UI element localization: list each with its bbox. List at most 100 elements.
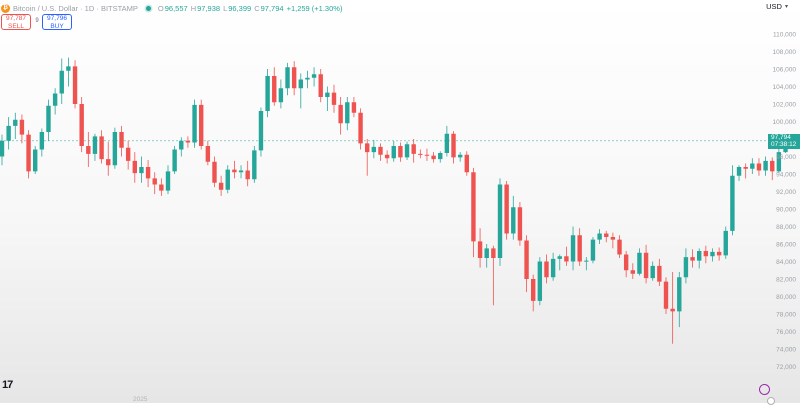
candle-body bbox=[550, 258, 556, 278]
candle bbox=[125, 140, 131, 170]
candle-body bbox=[13, 119, 18, 126]
candle bbox=[630, 263, 635, 279]
candle-body bbox=[159, 184, 164, 191]
candle-body bbox=[66, 66, 71, 71]
symbol-title[interactable]: Bitcoin / U.S. Dollar · 1D · BITSTAMP bbox=[13, 3, 138, 13]
candle-body bbox=[46, 105, 51, 132]
candle bbox=[291, 61, 297, 96]
buy-label: BUY bbox=[50, 22, 64, 30]
candle-body bbox=[365, 143, 370, 153]
candle-body bbox=[119, 132, 124, 148]
chevron-down-icon: ▾ bbox=[784, 4, 788, 10]
symbol-legend[interactable]: ₿ Bitcoin / U.S. Dollar · 1D · BITSTAMP … bbox=[0, 1, 345, 15]
candle bbox=[736, 165, 742, 181]
y-tick-label: 74,000 bbox=[776, 347, 796, 354]
candle bbox=[703, 245, 709, 264]
candle-body bbox=[185, 140, 191, 143]
candle bbox=[298, 73, 303, 109]
candle-body bbox=[139, 167, 144, 174]
buy-button[interactable]: 97,796 BUY bbox=[42, 14, 72, 30]
candle bbox=[179, 137, 184, 157]
candle-body bbox=[524, 240, 529, 279]
candle-body bbox=[770, 160, 775, 172]
scroll-to-realtime-button[interactable] bbox=[767, 397, 775, 405]
candle-body bbox=[544, 261, 549, 278]
candle bbox=[365, 139, 370, 176]
candle bbox=[411, 139, 416, 163]
candle-body bbox=[511, 207, 516, 234]
candle bbox=[384, 150, 390, 164]
candle-body bbox=[325, 92, 330, 97]
candle bbox=[145, 160, 151, 188]
y-tick-label: 104,000 bbox=[773, 84, 797, 91]
candle bbox=[643, 244, 649, 284]
candle bbox=[484, 244, 489, 268]
candle bbox=[604, 230, 609, 243]
candle-body bbox=[584, 260, 589, 262]
tradingview-logo-icon[interactable]: 17 bbox=[2, 379, 13, 391]
candle bbox=[663, 277, 669, 314]
time-axis[interactable]: 2025 bbox=[133, 396, 148, 403]
candle-body bbox=[351, 102, 357, 113]
close-value: 97,794 bbox=[260, 3, 284, 13]
y-tick-label: 72,000 bbox=[776, 364, 796, 371]
candle bbox=[637, 248, 642, 276]
candle bbox=[424, 148, 430, 161]
close-key: C bbox=[254, 3, 260, 13]
candle-body bbox=[145, 167, 151, 179]
candle bbox=[444, 125, 450, 157]
sell-price: 97,787 bbox=[6, 15, 26, 22]
candle bbox=[730, 165, 735, 236]
buy-price: 97,796 bbox=[47, 15, 67, 22]
candle-body bbox=[265, 76, 270, 111]
candle bbox=[391, 140, 396, 162]
candle bbox=[657, 258, 662, 286]
replay-icon[interactable] bbox=[759, 384, 770, 395]
currency-label: USD bbox=[766, 2, 782, 11]
price-axis[interactable]: 72,000 74,000 76,000 78,000 80,000 82,000 84,0… bbox=[773, 32, 797, 372]
candle-body bbox=[278, 88, 284, 103]
candle bbox=[763, 156, 768, 176]
candle-body bbox=[132, 160, 137, 174]
candle-body bbox=[19, 119, 25, 135]
candle bbox=[325, 86, 330, 111]
candle-body bbox=[0, 140, 5, 157]
candle bbox=[351, 97, 357, 118]
candle bbox=[464, 151, 469, 176]
candle-body bbox=[378, 146, 383, 155]
candle bbox=[564, 246, 569, 266]
candle-body bbox=[59, 70, 64, 94]
candle bbox=[597, 229, 602, 244]
candle-body bbox=[677, 277, 682, 312]
candle bbox=[112, 127, 118, 169]
candle bbox=[378, 143, 383, 161]
candle-body bbox=[258, 111, 264, 151]
sell-button[interactable]: 97,787 SELL bbox=[1, 14, 31, 30]
candle bbox=[59, 58, 64, 104]
candle bbox=[756, 158, 762, 176]
candle-body bbox=[92, 136, 98, 154]
candle-body bbox=[391, 146, 396, 159]
candle-body bbox=[6, 125, 11, 141]
candle bbox=[524, 235, 529, 293]
candles-layer bbox=[0, 57, 788, 344]
candle bbox=[99, 130, 104, 164]
candle-body bbox=[703, 251, 709, 257]
y-tick-label: 102,000 bbox=[773, 102, 797, 109]
y-tick-label: 92,000 bbox=[776, 189, 796, 196]
candle-body bbox=[424, 154, 430, 156]
candle-body bbox=[305, 77, 310, 80]
candle bbox=[710, 248, 715, 262]
candle bbox=[544, 254, 549, 284]
candle-body bbox=[418, 153, 423, 155]
candle bbox=[438, 151, 443, 163]
open-key: O bbox=[157, 3, 164, 13]
currency-selector[interactable]: USD ▾ bbox=[766, 2, 788, 11]
candle-body bbox=[604, 233, 609, 237]
candle-body bbox=[570, 235, 576, 262]
candle bbox=[338, 97, 343, 135]
candle-body bbox=[670, 308, 675, 312]
candle-body bbox=[657, 265, 662, 282]
